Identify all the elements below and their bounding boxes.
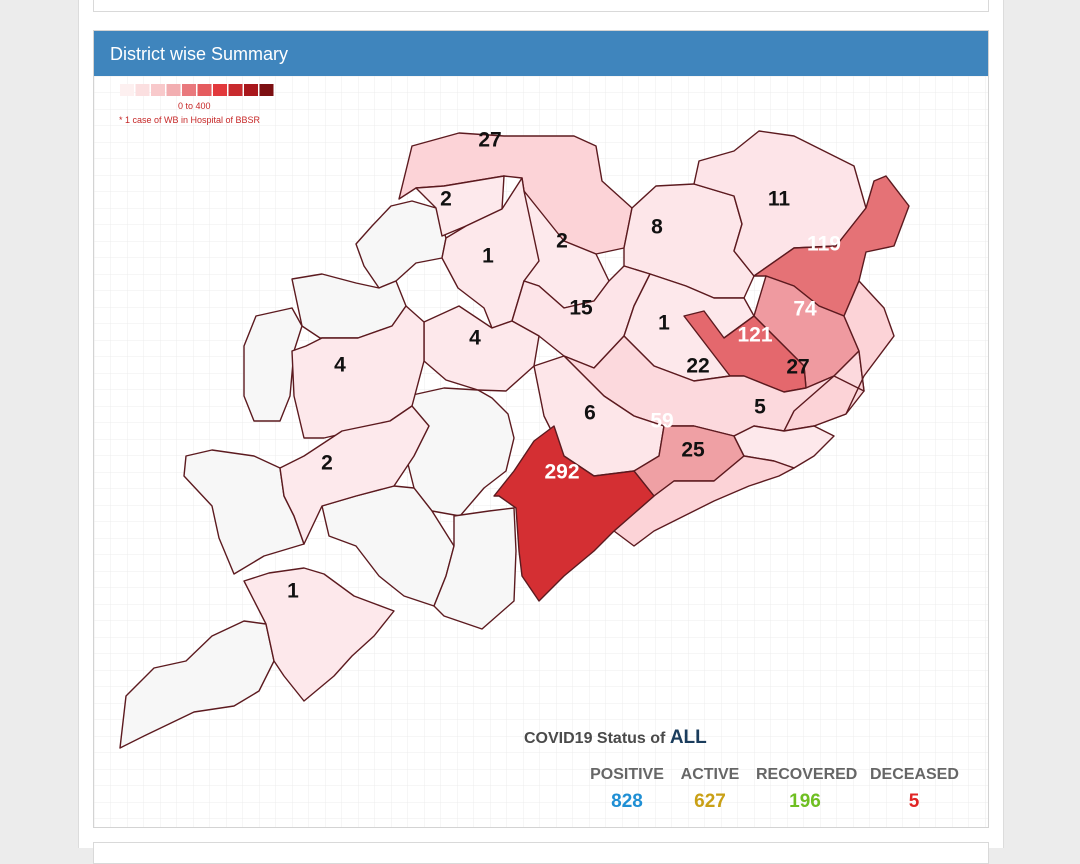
district-count-label: 8	[651, 216, 663, 239]
district-map: 27 2 1 2 8 11 119 15 1 74 121 4 4 22 27 6 59 5 25 292 2 1 0 t…	[94, 76, 988, 827]
legend-range: 0 to 400	[178, 101, 211, 111]
recovered-stat: RECOVERED 196	[756, 766, 858, 813]
legend-swatch	[213, 84, 227, 96]
district-no-cases[interactable]	[355, 200, 447, 289]
positive-value: 828	[611, 791, 643, 812]
district-no-cases[interactable]	[243, 307, 303, 422]
legend-swatch	[120, 84, 134, 96]
district-count-label: 4	[334, 354, 346, 377]
deceased-stat: DECEASED 5	[870, 766, 959, 813]
district-count-label: 74	[793, 298, 817, 321]
district-count-label: 59	[650, 410, 673, 433]
legend-swatch	[182, 84, 196, 96]
deceased-value: 5	[908, 791, 920, 812]
district-no-cases[interactable]	[433, 507, 517, 630]
district[interactable]	[613, 455, 795, 547]
next-card	[93, 842, 989, 864]
legend-swatch	[259, 84, 274, 96]
district-count-label: 2	[556, 230, 568, 253]
page-column: District wise Summary	[78, 0, 1004, 864]
legend-swatch	[135, 84, 150, 96]
legend-color-scale	[120, 84, 274, 96]
status-title-text: COVID19 Status of	[524, 730, 666, 747]
legend-swatch	[197, 84, 212, 96]
district-count-label: 15	[569, 297, 593, 320]
legend-swatch	[244, 84, 258, 96]
district-count-label: 25	[681, 439, 705, 462]
district-count-label: 4	[469, 327, 481, 350]
active-label: ACTIVE	[680, 766, 740, 783]
district-count-label: 292	[544, 461, 579, 484]
status-title: COVID19 Status of ALL	[524, 727, 707, 749]
district-count-label: 27	[478, 129, 501, 152]
district-count-label: 119	[807, 233, 841, 256]
active-value: 627	[694, 791, 726, 812]
district-count-labels: 27 2 1 2 8 11 119 15 1 74 121 4 4 22 27 6 59 5 25 292 2 1	[287, 129, 841, 603]
district-count-label: 121	[737, 324, 772, 347]
district-count-label: 27	[786, 356, 809, 379]
map-svg: 27 2 1 2 8 11 119 15 1 74 121 4 4 22 27 6 59 5 25 292 2 1	[94, 76, 988, 827]
district-count-label: 2	[440, 188, 452, 211]
positive-stat: POSITIVE 828	[588, 766, 666, 813]
active-stat: ACTIVE 627	[680, 766, 740, 813]
legend-note: * 1 case of WB in Hospital of BBSR	[119, 115, 261, 125]
district-count-label: 1	[658, 312, 670, 335]
legend-swatch	[166, 84, 181, 96]
legend-swatch	[151, 84, 165, 96]
district-count-label: 6	[584, 402, 596, 425]
district-count-label: 22	[686, 355, 709, 378]
legend-swatch	[228, 84, 243, 96]
case-districts	[243, 130, 910, 702]
district[interactable]	[493, 425, 655, 602]
district[interactable]	[291, 305, 425, 439]
district-count-label: 11	[768, 188, 791, 211]
positive-label: POSITIVE	[590, 766, 664, 783]
deceased-label: DECEASED	[870, 766, 959, 783]
district-count-label: 1	[482, 245, 494, 268]
recovered-label: RECOVERED	[756, 766, 858, 783]
district[interactable]	[243, 567, 395, 702]
recovered-value: 196	[789, 791, 821, 812]
card-header: District wise Summary	[94, 31, 988, 76]
district-count-label: 5	[754, 396, 766, 419]
status-scope[interactable]: ALL	[669, 727, 707, 748]
no-case-districts	[119, 200, 517, 749]
district-count-label: 1	[287, 580, 299, 603]
previous-card	[93, 0, 989, 12]
district[interactable]	[279, 405, 430, 545]
district-summary-card: District wise Summary	[93, 30, 989, 828]
district-count-label: 2	[321, 452, 333, 475]
